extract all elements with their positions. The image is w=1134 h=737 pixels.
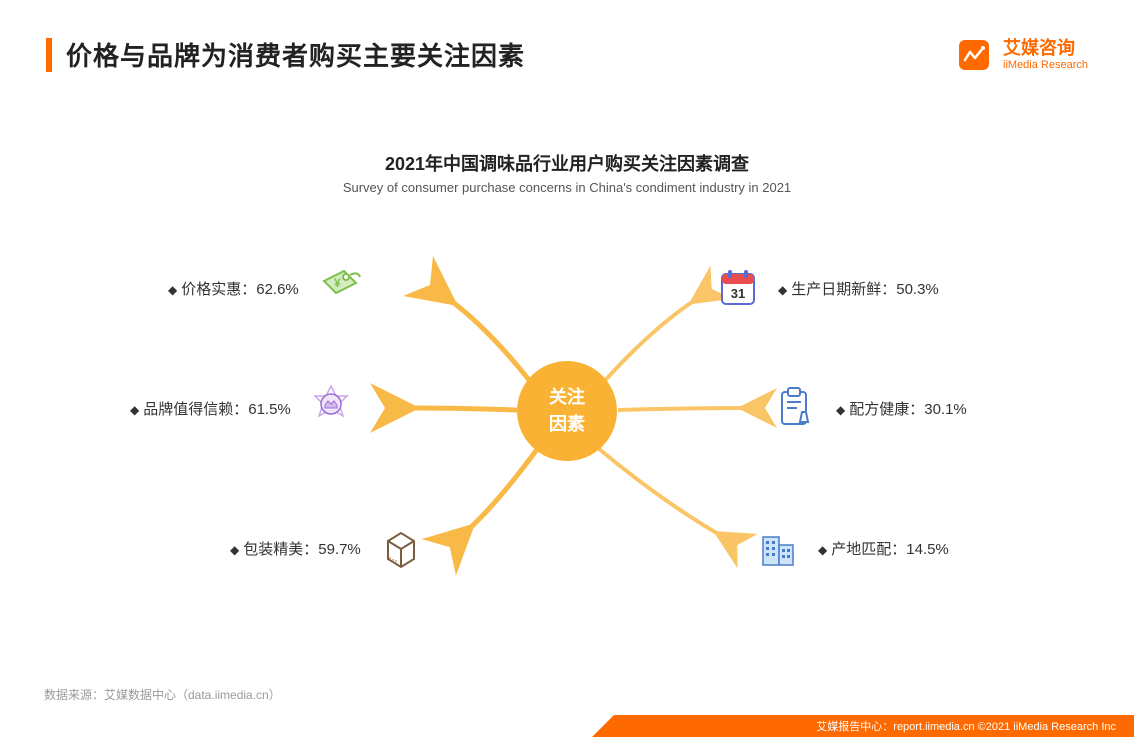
node-formula-label: 配方健康：30.1% [836,398,967,419]
node-price: ¥ 价格实惠：62.6% [168,260,367,316]
node-brand-label: 品牌值得信赖：61.5% [130,398,291,419]
package-box-icon [373,520,429,576]
logo-text: 艾媒咨询 iiMedia Research [1003,39,1088,71]
price-tag-icon: ¥ [311,260,367,316]
logo: 艾媒咨询 iiMedia Research [955,36,1088,74]
svg-text:31: 31 [731,286,745,301]
diagram: 关注 因素 ¥ 价格实惠：62.6% 品牌值得信赖：61.5% [0,200,1134,640]
chart-subtitle: Survey of consumer purchase concerns in … [0,180,1134,195]
header: 价格与品牌为消费者购买主要关注因素 艾媒咨询 iiMedia Research [46,36,1088,74]
crown-badge-icon [303,380,359,436]
chart-title-wrap: 2021年中国调味品行业用户购买关注因素调查 Survey of consume… [0,150,1134,195]
node-package-label: 包装精美：59.7% [230,538,361,559]
logo-en: iiMedia Research [1003,59,1088,71]
node-price-label: 价格实惠：62.6% [168,278,299,299]
footer-right: 艾媒报告中心：report.iimedia.cn ©2021 iiMedia R… [816,718,1116,734]
center-label-1: 关注 [549,384,585,411]
center-node: 关注 因素 [517,361,617,461]
footer-source: 数据来源：艾媒数据中心（data.iimedia.cn） [44,686,281,703]
title-wrap: 价格与品牌为消费者购买主要关注因素 [46,36,525,73]
calendar-icon: 31 [710,260,766,316]
clipboard-icon [768,380,824,436]
center-label-2: 因素 [549,411,585,438]
node-origin-label: 产地匹配：14.5% [818,538,949,559]
chart-title: 2021年中国调味品行业用户购买关注因素调查 [0,150,1134,176]
node-package: 包装精美：59.7% [230,520,429,576]
logo-icon [955,36,993,74]
node-date: 31 生产日期新鲜：50.3% [710,260,939,316]
node-formula: 配方健康：30.1% [768,380,967,436]
building-icon [750,520,806,576]
accent-bar [46,38,52,72]
svg-text:¥: ¥ [334,276,341,290]
node-brand: 品牌值得信赖：61.5% [130,380,359,436]
node-origin: 产地匹配：14.5% [750,520,949,576]
page-title: 价格与品牌为消费者购买主要关注因素 [66,36,525,73]
node-date-label: 生产日期新鲜：50.3% [778,278,939,299]
logo-cn: 艾媒咨询 [1003,39,1088,59]
